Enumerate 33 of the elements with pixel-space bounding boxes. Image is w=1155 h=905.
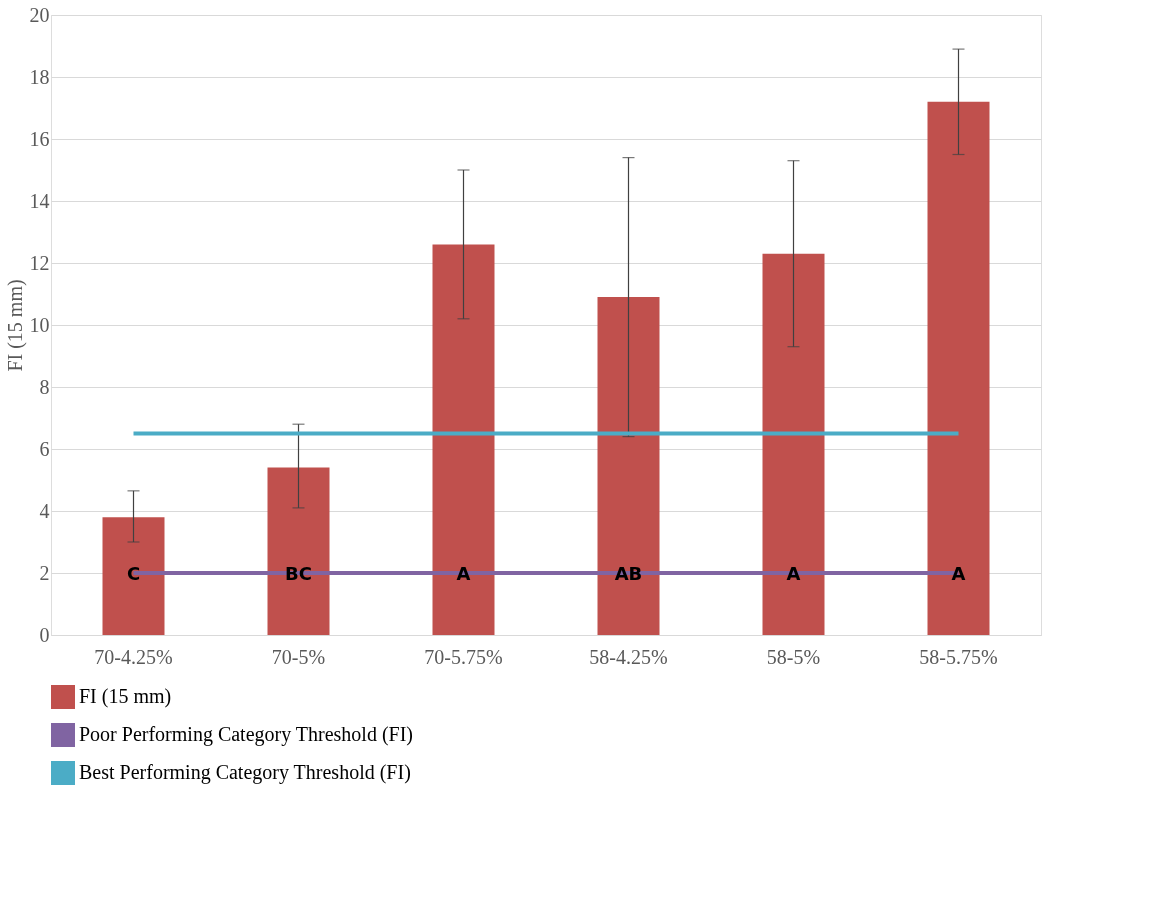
y-axis-title: FI (15 mm) <box>3 279 27 372</box>
y-tick-label: 18 <box>29 65 50 88</box>
annotation: AB <box>614 563 643 584</box>
y-tick-label: 14 <box>29 189 50 212</box>
x-tick-label: 70-4.25% <box>94 645 173 668</box>
annotation: A <box>786 563 801 584</box>
bar <box>927 101 990 635</box>
bar <box>102 517 165 635</box>
bar <box>267 467 330 635</box>
y-tick-label: 0 <box>39 623 50 646</box>
annotation: A <box>951 563 966 584</box>
legend-label: Best Performing Category Threshold (FI) <box>79 761 411 784</box>
legend-label: FI (15 mm) <box>79 685 172 708</box>
y-tick-label: 4 <box>39 499 50 522</box>
bar <box>762 253 825 635</box>
x-tick-label: 70-5% <box>271 645 326 668</box>
y-tick-label: 16 <box>29 127 50 150</box>
x-tick-label: 70-5.75% <box>424 645 503 668</box>
x-tick-label: 58-5% <box>766 645 821 668</box>
annotation: BC <box>285 563 312 584</box>
y-tick-label: 8 <box>39 375 50 398</box>
annotation: A <box>456 563 471 584</box>
y-tick-label: 20 <box>29 3 50 26</box>
y-tick-label: 12 <box>29 251 50 274</box>
y-tick-label: 6 <box>39 437 50 460</box>
bar <box>432 244 495 635</box>
x-tick-label: 58-5.75% <box>919 645 998 668</box>
y-tick-label: 10 <box>29 313 50 336</box>
annotation: C <box>126 563 141 584</box>
legend-label: Poor Performing Category Threshold (FI) <box>79 723 414 746</box>
y-tick-label: 2 <box>39 561 50 584</box>
x-tick-label: 58-4.25% <box>589 645 668 668</box>
bar <box>597 297 660 635</box>
